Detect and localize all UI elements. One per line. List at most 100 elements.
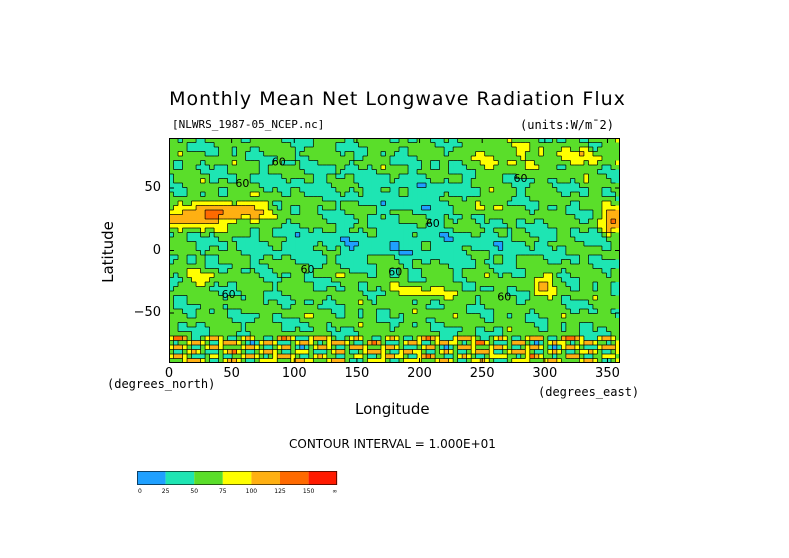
heatmap-cell	[223, 273, 229, 278]
heatmap-cell	[326, 309, 332, 314]
heatmap-cell	[223, 156, 229, 161]
heatmap-cell	[448, 345, 454, 350]
heatmap-cell	[583, 309, 589, 314]
heatmap-cell	[245, 246, 251, 251]
heatmap-cell	[615, 277, 620, 283]
heatmap-cell	[453, 169, 459, 175]
heatmap-cell	[399, 264, 404, 269]
heatmap-cell	[268, 349, 274, 355]
heatmap-cell	[597, 309, 603, 314]
heatmap-cell	[403, 156, 409, 161]
heatmap-cell	[525, 201, 531, 206]
heatmap-cell	[583, 345, 589, 350]
heatmap-cell	[570, 318, 576, 323]
heatmap-cell	[507, 187, 513, 193]
heatmap-cell	[259, 232, 265, 238]
heatmap-cell	[457, 178, 463, 184]
heatmap-cell	[597, 151, 603, 157]
heatmap-cell	[417, 340, 422, 346]
heatmap-cell	[606, 223, 612, 229]
heatmap-cell	[376, 349, 382, 355]
heatmap-cell	[272, 223, 278, 229]
heatmap-cell	[169, 304, 174, 310]
heatmap-cell	[196, 187, 201, 193]
heatmap-cell	[543, 264, 549, 269]
heatmap-cell	[209, 147, 215, 152]
heatmap-cell	[178, 336, 183, 341]
heatmap-cell	[610, 138, 616, 143]
heatmap-cell	[173, 309, 179, 314]
heatmap-cell	[588, 318, 594, 323]
heatmap-cell	[516, 142, 522, 148]
heatmap-cell	[412, 250, 418, 256]
heatmap-cell	[547, 318, 553, 323]
heatmap-cell	[227, 228, 233, 233]
heatmap-cell	[561, 300, 567, 305]
heatmap-cell	[340, 282, 346, 287]
heatmap-cell	[520, 232, 526, 238]
heatmap-cell	[223, 304, 229, 310]
heatmap-cell	[322, 295, 328, 301]
heatmap-cell	[471, 309, 477, 314]
heatmap-cell	[538, 219, 544, 224]
heatmap-cell	[241, 192, 247, 197]
heatmap-cell	[399, 142, 404, 148]
heatmap-cell	[295, 151, 301, 157]
heatmap-cell	[507, 318, 513, 323]
heatmap-cell	[326, 255, 332, 260]
heatmap-cell	[601, 300, 607, 305]
heatmap-cell	[511, 156, 517, 161]
heatmap-cell	[331, 318, 337, 323]
heatmap-cell	[525, 232, 531, 238]
heatmap-cell	[525, 210, 531, 215]
heatmap-cell	[385, 178, 391, 184]
heatmap-cell	[376, 214, 382, 220]
heatmap-cell	[493, 304, 499, 310]
heatmap-cell	[268, 304, 274, 310]
heatmap-cell	[173, 201, 179, 206]
heatmap-cell	[556, 237, 562, 242]
heatmap-cell	[534, 358, 540, 363]
heatmap-cell	[322, 345, 328, 350]
heatmap-cell	[408, 259, 413, 265]
heatmap-cell	[534, 331, 540, 337]
heatmap-cell	[561, 160, 567, 166]
heatmap-cell	[349, 259, 355, 265]
heatmap-cell	[371, 156, 377, 161]
heatmap-cell	[534, 354, 540, 359]
heatmap-cell	[538, 183, 544, 188]
heatmap-cell	[169, 349, 174, 355]
heatmap-cell	[448, 187, 454, 193]
heatmap-cell	[218, 291, 224, 296]
heatmap-cell	[182, 318, 188, 323]
heatmap-cell	[191, 336, 197, 341]
heatmap-cell	[403, 241, 409, 247]
heatmap-cell	[502, 228, 508, 233]
heatmap-cell	[286, 264, 292, 269]
heatmap-cell	[417, 178, 422, 184]
heatmap-cell	[380, 147, 386, 152]
heatmap-cell	[218, 318, 224, 323]
heatmap-cell	[565, 295, 571, 301]
heatmap-cell	[205, 219, 210, 224]
heatmap-cell	[326, 349, 332, 355]
heatmap-cell	[592, 187, 598, 193]
heatmap-cell	[376, 142, 382, 148]
heatmap-cell	[331, 340, 337, 346]
heatmap-cell	[173, 354, 179, 359]
heatmap-cell	[394, 286, 400, 292]
heatmap-cell	[601, 246, 607, 251]
heatmap-cell	[218, 354, 224, 359]
heatmap-cell	[525, 183, 531, 188]
heatmap-cell	[344, 156, 350, 161]
heatmap-cell	[250, 322, 256, 328]
heatmap-cell	[565, 156, 571, 161]
heatmap-cell	[543, 268, 549, 274]
heatmap-cell	[403, 183, 409, 188]
heatmap-cell	[389, 183, 395, 188]
heatmap-cell	[462, 250, 468, 256]
heatmap-cell	[574, 345, 580, 350]
heatmap-cell	[169, 183, 174, 188]
heatmap-cell	[453, 340, 459, 346]
heatmap-cell	[236, 187, 242, 193]
